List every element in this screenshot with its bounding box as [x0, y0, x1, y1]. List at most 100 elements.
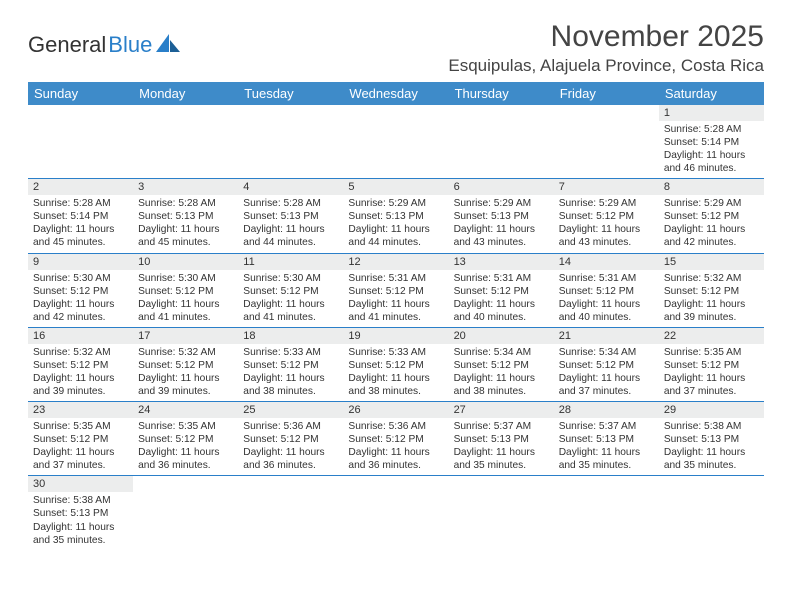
- sunrise-line: Sunrise: 5:35 AM: [33, 420, 128, 433]
- calendar-row: 9Sunrise: 5:30 AMSunset: 5:12 PMDaylight…: [28, 253, 764, 327]
- sunset-line: Sunset: 5:12 PM: [243, 285, 338, 298]
- sunrise-line: Sunrise: 5:38 AM: [664, 420, 759, 433]
- day-number: [28, 105, 133, 121]
- day-cell: 4Sunrise: 5:28 AMSunset: 5:13 PMDaylight…: [238, 179, 343, 253]
- sunset-line: Sunset: 5:12 PM: [138, 433, 233, 446]
- sunrise-line: Sunrise: 5:28 AM: [33, 197, 128, 210]
- daylight-line: Daylight: 11 hours and 35 minutes.: [664, 446, 759, 472]
- sunset-line: Sunset: 5:12 PM: [348, 433, 443, 446]
- day-body: Sunrise: 5:32 AMSunset: 5:12 PMDaylight:…: [133, 344, 238, 401]
- day-cell: [554, 105, 659, 179]
- sunset-line: Sunset: 5:12 PM: [454, 359, 549, 372]
- daylight-line: Daylight: 11 hours and 39 minutes.: [33, 372, 128, 398]
- sunrise-line: Sunrise: 5:29 AM: [454, 197, 549, 210]
- day-body: [28, 121, 133, 175]
- sunrise-line: Sunrise: 5:29 AM: [559, 197, 654, 210]
- sunset-line: Sunset: 5:12 PM: [454, 285, 549, 298]
- day-number: 27: [449, 402, 554, 418]
- sunrise-line: Sunrise: 5:36 AM: [348, 420, 443, 433]
- header: GeneralBlue November 2025 Esquipulas, Al…: [28, 20, 764, 76]
- title-block: November 2025 Esquipulas, Alajuela Provi…: [448, 20, 764, 76]
- day-number: 29: [659, 402, 764, 418]
- sunrise-line: Sunrise: 5:38 AM: [33, 494, 128, 507]
- day-body: [554, 121, 659, 175]
- sunset-line: Sunset: 5:12 PM: [243, 359, 338, 372]
- sunset-line: Sunset: 5:12 PM: [348, 359, 443, 372]
- day-cell: 12Sunrise: 5:31 AMSunset: 5:12 PMDayligh…: [343, 253, 448, 327]
- sunrise-line: Sunrise: 5:28 AM: [664, 123, 759, 136]
- day-cell: 2Sunrise: 5:28 AMSunset: 5:14 PMDaylight…: [28, 179, 133, 253]
- day-number: 13: [449, 254, 554, 270]
- day-body: [343, 121, 448, 175]
- daylight-line: Daylight: 11 hours and 38 minutes.: [454, 372, 549, 398]
- sunset-line: Sunset: 5:12 PM: [559, 285, 654, 298]
- sunset-line: Sunset: 5:13 PM: [664, 433, 759, 446]
- daylight-line: Daylight: 11 hours and 41 minutes.: [138, 298, 233, 324]
- day-body: Sunrise: 5:30 AMSunset: 5:12 PMDaylight:…: [238, 270, 343, 327]
- day-body: Sunrise: 5:29 AMSunset: 5:12 PMDaylight:…: [554, 195, 659, 252]
- day-body: Sunrise: 5:30 AMSunset: 5:12 PMDaylight:…: [133, 270, 238, 327]
- day-number: 11: [238, 254, 343, 270]
- day-cell: 13Sunrise: 5:31 AMSunset: 5:12 PMDayligh…: [449, 253, 554, 327]
- day-cell: 14Sunrise: 5:31 AMSunset: 5:12 PMDayligh…: [554, 253, 659, 327]
- day-cell: [238, 105, 343, 179]
- calendar-row: 23Sunrise: 5:35 AMSunset: 5:12 PMDayligh…: [28, 402, 764, 476]
- weekday-header: Saturday: [659, 82, 764, 105]
- day-cell: 21Sunrise: 5:34 AMSunset: 5:12 PMDayligh…: [554, 327, 659, 401]
- day-cell: 17Sunrise: 5:32 AMSunset: 5:12 PMDayligh…: [133, 327, 238, 401]
- daylight-line: Daylight: 11 hours and 35 minutes.: [559, 446, 654, 472]
- brand-text-2: Blue: [108, 32, 152, 58]
- calendar-row: 2Sunrise: 5:28 AMSunset: 5:14 PMDaylight…: [28, 179, 764, 253]
- day-number: 2: [28, 179, 133, 195]
- sunset-line: Sunset: 5:12 PM: [138, 285, 233, 298]
- day-body: Sunrise: 5:37 AMSunset: 5:13 PMDaylight:…: [554, 418, 659, 475]
- day-body: Sunrise: 5:31 AMSunset: 5:12 PMDaylight:…: [554, 270, 659, 327]
- day-cell: [659, 476, 764, 550]
- day-cell: 28Sunrise: 5:37 AMSunset: 5:13 PMDayligh…: [554, 402, 659, 476]
- daylight-line: Daylight: 11 hours and 37 minutes.: [33, 446, 128, 472]
- daylight-line: Daylight: 11 hours and 36 minutes.: [348, 446, 443, 472]
- day-cell: 19Sunrise: 5:33 AMSunset: 5:12 PMDayligh…: [343, 327, 448, 401]
- day-body: Sunrise: 5:34 AMSunset: 5:12 PMDaylight:…: [449, 344, 554, 401]
- day-cell: 3Sunrise: 5:28 AMSunset: 5:13 PMDaylight…: [133, 179, 238, 253]
- sunrise-line: Sunrise: 5:31 AM: [348, 272, 443, 285]
- sunrise-line: Sunrise: 5:30 AM: [243, 272, 338, 285]
- day-number: 1: [659, 105, 764, 121]
- day-number: 12: [343, 254, 448, 270]
- calendar-table: Sunday Monday Tuesday Wednesday Thursday…: [28, 82, 764, 550]
- day-number: 25: [238, 402, 343, 418]
- sunrise-line: Sunrise: 5:37 AM: [559, 420, 654, 433]
- day-number: 28: [554, 402, 659, 418]
- daylight-line: Daylight: 11 hours and 38 minutes.: [348, 372, 443, 398]
- daylight-line: Daylight: 11 hours and 41 minutes.: [243, 298, 338, 324]
- sunset-line: Sunset: 5:12 PM: [664, 359, 759, 372]
- daylight-line: Daylight: 11 hours and 45 minutes.: [138, 223, 233, 249]
- day-number: 10: [133, 254, 238, 270]
- day-cell: [28, 105, 133, 179]
- day-number: 30: [28, 476, 133, 492]
- day-number: 14: [554, 254, 659, 270]
- day-cell: 16Sunrise: 5:32 AMSunset: 5:12 PMDayligh…: [28, 327, 133, 401]
- day-body: [554, 492, 659, 546]
- sunrise-line: Sunrise: 5:32 AM: [33, 346, 128, 359]
- day-number: [133, 476, 238, 492]
- day-cell: 1Sunrise: 5:28 AMSunset: 5:14 PMDaylight…: [659, 105, 764, 179]
- day-cell: [343, 105, 448, 179]
- day-number: 24: [133, 402, 238, 418]
- day-number: [238, 476, 343, 492]
- daylight-line: Daylight: 11 hours and 35 minutes.: [33, 521, 128, 547]
- day-number: 6: [449, 179, 554, 195]
- day-cell: [133, 476, 238, 550]
- day-number: [449, 105, 554, 121]
- sunset-line: Sunset: 5:12 PM: [664, 285, 759, 298]
- sunset-line: Sunset: 5:12 PM: [138, 359, 233, 372]
- day-cell: 8Sunrise: 5:29 AMSunset: 5:12 PMDaylight…: [659, 179, 764, 253]
- weekday-header-row: Sunday Monday Tuesday Wednesday Thursday…: [28, 82, 764, 105]
- day-number: 4: [238, 179, 343, 195]
- day-number: 20: [449, 328, 554, 344]
- day-cell: 15Sunrise: 5:32 AMSunset: 5:12 PMDayligh…: [659, 253, 764, 327]
- daylight-line: Daylight: 11 hours and 43 minutes.: [559, 223, 654, 249]
- day-number: [554, 476, 659, 492]
- sunrise-line: Sunrise: 5:30 AM: [33, 272, 128, 285]
- daylight-line: Daylight: 11 hours and 36 minutes.: [243, 446, 338, 472]
